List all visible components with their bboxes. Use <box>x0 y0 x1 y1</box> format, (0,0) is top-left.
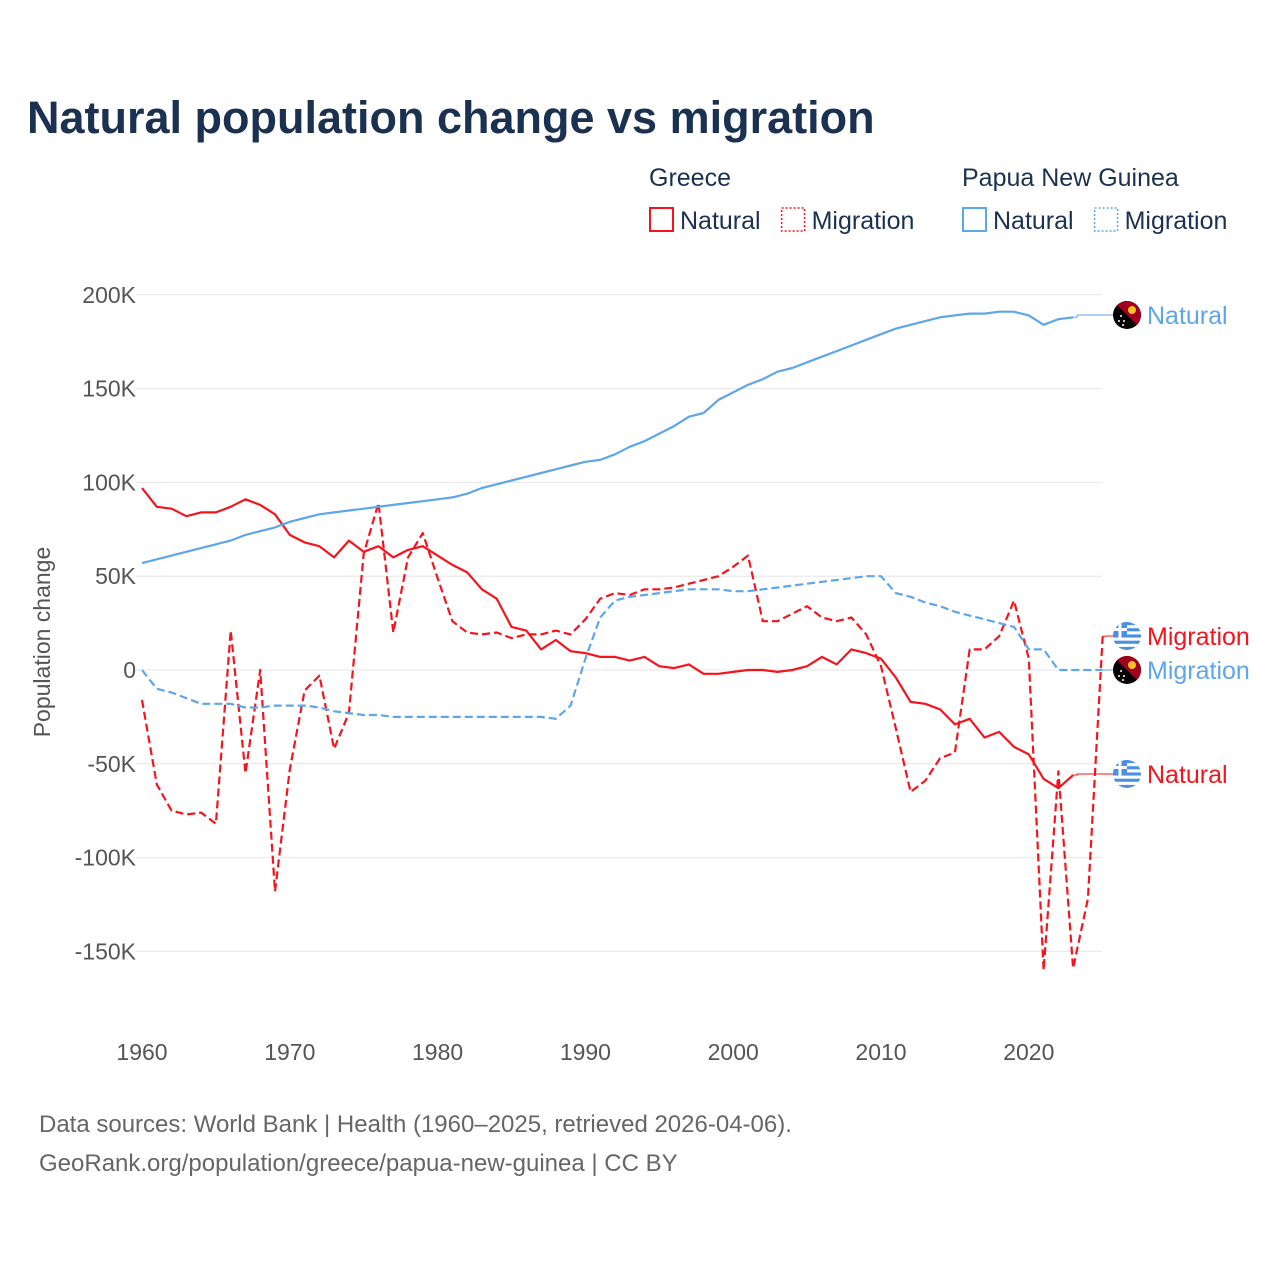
x-tick-label: 1990 <box>560 1039 611 1065</box>
footer-credit: GeoRank.org/population/greece/papua-new-… <box>39 1150 678 1177</box>
x-tick-label: 1980 <box>412 1039 463 1065</box>
legend-group-title: Greece <box>649 164 731 192</box>
leader-line <box>1073 774 1113 775</box>
series-line-papua-new-guinea-migration <box>142 576 1103 719</box>
legend-swatch-solid <box>650 208 673 231</box>
series-line-greece-migration <box>142 503 1103 970</box>
end-label: Migration <box>1147 657 1250 685</box>
y-tick-label: 50K <box>95 563 137 589</box>
x-tick-label: 2010 <box>855 1039 906 1065</box>
papua-new-guinea-flag-icon <box>1113 656 1141 684</box>
footer-sources: Data sources: World Bank | Health (1960–… <box>39 1111 792 1138</box>
x-tick-label: 2020 <box>1003 1039 1054 1065</box>
y-tick-label: 150K <box>82 376 136 402</box>
end-label: Migration <box>1147 623 1250 651</box>
legend-group-title: Papua New Guinea <box>962 164 1179 192</box>
legend-entry-label: Migration <box>1125 207 1228 235</box>
legend-swatch-dotted <box>782 208 805 231</box>
end-label: Natural <box>1147 761 1228 789</box>
greece-flag-icon <box>1113 622 1141 650</box>
y-axis-label: Population change <box>29 547 55 738</box>
y-tick-label: -50K <box>87 751 136 777</box>
legend-swatch-dotted <box>1095 208 1118 231</box>
y-axis: 200K 150K 100K 50K 0 -50K -100K -150K <box>75 282 137 965</box>
greece-flag-icon <box>1113 760 1141 788</box>
series-line-papua-new-guinea-natural <box>142 312 1073 563</box>
x-tick-label: 1960 <box>116 1039 167 1065</box>
legend-entry-label: Natural <box>993 207 1074 235</box>
x-tick-label: 2000 <box>708 1039 759 1065</box>
end-label: Natural <box>1147 302 1228 330</box>
chart-title: Natural population change vs migration <box>27 92 875 143</box>
legend-entry-label: Natural <box>680 207 761 235</box>
series-lines <box>142 312 1103 971</box>
legend: Greece Natural Migration Papua New Guinea Na… <box>649 164 1227 235</box>
series-line-greece-natural <box>142 488 1073 788</box>
leader-line <box>1073 315 1113 317</box>
y-tick-label: -150K <box>75 938 137 964</box>
y-tick-label: 100K <box>82 469 136 495</box>
x-axis: 1960 1970 1980 1990 2000 2010 2020 <box>116 1039 1054 1065</box>
legend-entry-label: Migration <box>812 207 915 235</box>
papua-new-guinea-flag-icon <box>1113 301 1141 329</box>
y-tick-label: 200K <box>82 282 136 308</box>
y-tick-label: -100K <box>75 845 137 871</box>
legend-swatch-solid <box>963 208 986 231</box>
x-tick-label: 1970 <box>264 1039 315 1065</box>
gridlines <box>136 295 1102 952</box>
end-labels: Natural Migration Natural Migration <box>1073 301 1250 789</box>
y-tick-label: 0 <box>123 657 136 683</box>
